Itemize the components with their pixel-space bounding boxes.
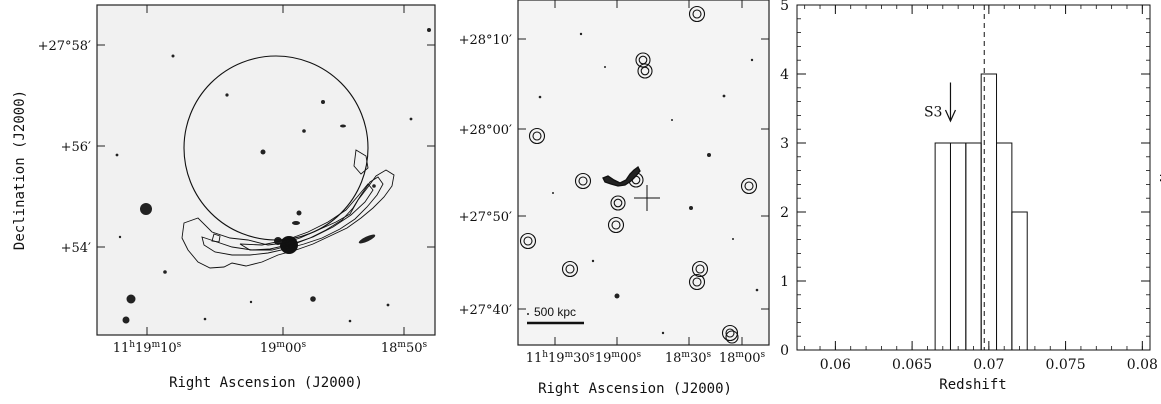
left-circle-region <box>183 55 369 241</box>
left-radio-contours <box>181 149 395 269</box>
middle-dec-tick-1: +28°00′ <box>459 123 512 138</box>
histogram-s3-label: S3 <box>924 105 943 121</box>
histogram-x-tick-labels: 0.06 0.065 0.07 0.075 0.08 <box>820 357 1158 373</box>
histogram-x-axis-label: Redshift <box>939 377 1006 393</box>
middle-x-axis-label: Right Ascension (J2000) <box>538 381 732 397</box>
middle-ra-tick-1: 19m00s <box>595 350 642 366</box>
histogram-x-tick-label: 0.08 <box>1127 357 1158 373</box>
middle-dec-tick-0: +28°10′ <box>459 33 512 48</box>
middle-dec-tick-3: +27°40′ <box>459 303 512 318</box>
histogram-y-tick-label: 5 <box>780 0 789 14</box>
histogram-y-tick-labels: 0 1 2 3 4 5 <box>780 0 789 359</box>
left-x-ticks <box>146 5 405 335</box>
histogram-y-tick-label: 0 <box>780 343 789 359</box>
middle-radio-relic <box>602 166 641 187</box>
middle-y-ticks <box>518 38 769 310</box>
histogram-y-tick-label: 2 <box>780 205 789 221</box>
histogram-x-tick-label: 0.075 <box>1046 357 1086 373</box>
middle-ra-tick-2: 18m30s <box>665 350 712 366</box>
left-dec-tick-2: +54′ <box>61 241 91 256</box>
histogram-frame <box>796 4 1151 351</box>
middle-panel: 500 kpc +28°10′ +28°00′ +27°50′ +27°40′ … <box>459 0 770 397</box>
middle-dec-tick-2: +27°50′ <box>459 210 512 225</box>
left-ra-tick-2: 18m50s <box>381 340 428 356</box>
left-dec-tick-1: +56′ <box>61 140 91 155</box>
histogram-bar <box>1011 211 1028 351</box>
middle-galaxy-markers <box>519 5 758 344</box>
middle-scale-label: 500 kpc <box>534 305 576 319</box>
histogram-major-ticks <box>797 4 1150 351</box>
histogram-y-tick-label: 1 <box>780 274 789 290</box>
middle-ra-tick-0: 11h19m30s <box>526 350 595 366</box>
histogram-x-tick-label: 0.07 <box>973 357 1004 373</box>
middle-image-frame <box>517 0 770 346</box>
left-dec-tick-0: +27°58′ <box>38 39 91 54</box>
histogram-x-tick-label: 0.06 <box>820 357 851 373</box>
histogram-bars <box>934 73 1028 351</box>
histogram-y-tick-label: 3 <box>780 136 789 152</box>
histogram-y-axis-label: N <box>1156 174 1161 182</box>
middle-cluster-center-cross <box>634 185 660 211</box>
histogram-y-tick-label: 4 <box>780 67 789 83</box>
left-y-ticks <box>97 44 435 248</box>
left-panel: +27°58′ +56′ +54′ 11h19m10s 19m00s 18m50… <box>12 4 436 391</box>
left-ra-tick-0: 11h19m10s <box>113 340 182 356</box>
middle-star-field <box>527 32 759 335</box>
histogram-s3-arrow <box>944 82 957 123</box>
left-image-frame <box>96 4 436 336</box>
middle-x-ticks <box>554 0 743 345</box>
histogram-panel: S3 0.06 0.065 0.07 0.075 0.08 0 1 2 3 4 5 Redshif… <box>780 0 1161 393</box>
histogram-x-tick-label: 0.065 <box>892 357 932 373</box>
left-y-axis-label: Declination (J2000) <box>12 90 28 250</box>
left-ra-tick-1: 19m00s <box>260 340 307 356</box>
left-x-axis-label: Right Ascension (J2000) <box>169 375 363 391</box>
middle-ra-tick-3: 18m00s <box>719 350 766 366</box>
